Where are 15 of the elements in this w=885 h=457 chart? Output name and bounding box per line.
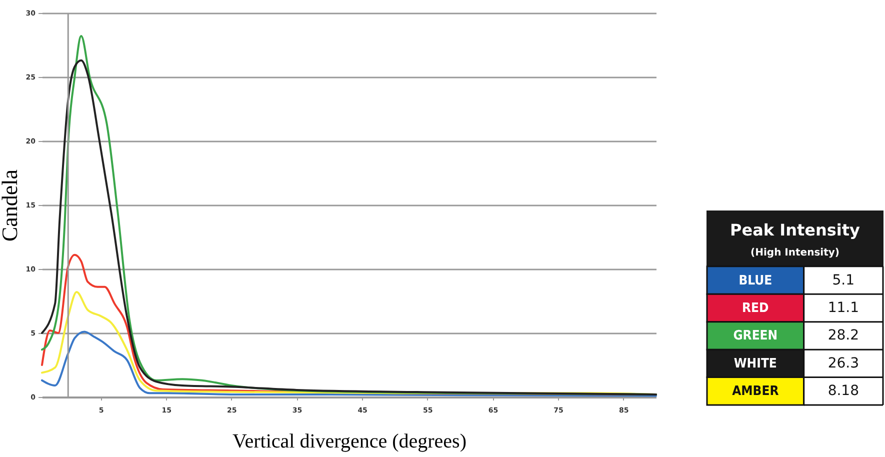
category-label: GREEN bbox=[733, 328, 778, 344]
data-label: 8.18 bbox=[828, 383, 859, 400]
text: (High Intensity) bbox=[750, 248, 840, 259]
line-series bbox=[41, 330, 657, 397]
data-label: 5.1 bbox=[832, 272, 855, 288]
data-label: 11.1 bbox=[828, 300, 859, 316]
x-axis-title: Vertical divergence (degrees) bbox=[232, 430, 466, 452]
category-label: AMBER bbox=[732, 384, 779, 400]
text: Peak Intensity bbox=[730, 220, 861, 240]
data-label: 28.2 bbox=[828, 328, 859, 344]
category-label: BLUE bbox=[738, 273, 772, 288]
y-axis-title: Candela bbox=[0, 169, 22, 242]
data-label: 26.3 bbox=[828, 355, 859, 372]
category-label: WHITE bbox=[734, 356, 777, 372]
category-label: RED bbox=[742, 301, 770, 316]
